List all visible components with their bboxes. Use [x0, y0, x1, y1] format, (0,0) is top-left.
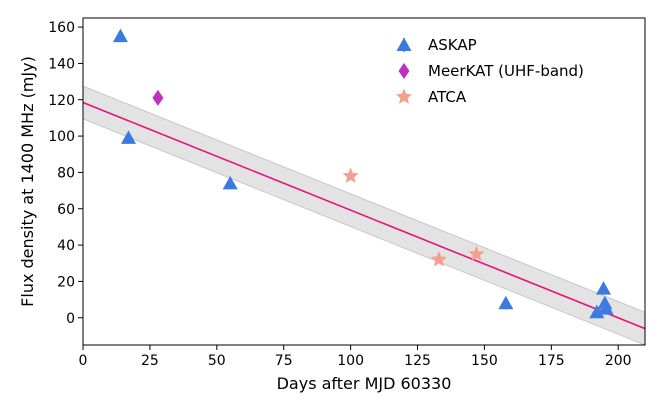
- data-points-layer: [112, 28, 614, 319]
- y-tick-label: 60: [57, 202, 75, 218]
- y-tick-label: 140: [48, 56, 75, 72]
- data-point-askap: [498, 295, 514, 310]
- data-point-askap: [222, 175, 238, 190]
- legend-marker-meerkat-uhf-band: [398, 63, 410, 79]
- x-tick-label: 175: [538, 353, 565, 369]
- data-point-askap: [589, 304, 605, 319]
- plot-frame: [82, 17, 646, 346]
- y-axis-label: Flux density at 1400 MHz (mJy): [18, 56, 37, 307]
- y-tick-label: 80: [57, 165, 75, 181]
- fit-line-layer: [82, 101, 646, 330]
- x-tick-label: 25: [141, 353, 159, 369]
- x-axis-ticks: 0 25 50 75 100 125 150 175 200: [79, 345, 632, 369]
- y-tick-label: 0: [66, 311, 75, 327]
- data-point-meerkat-uhf-band: [152, 89, 164, 106]
- y-tick-label: 120: [48, 93, 75, 109]
- data-point-askap: [598, 301, 614, 315]
- y-tick-label: 20: [57, 274, 75, 290]
- legend-label-atca: ATCA: [428, 88, 467, 106]
- x-tick-label: 50: [208, 353, 226, 369]
- y-axis-ticks: 0 20 40 60 80 100 120 140 160: [48, 20, 83, 327]
- legend: ASKAP MeerKAT (UHF-band) ATCA: [395, 36, 584, 106]
- data-point-askap: [112, 28, 128, 43]
- x-tick-label: 125: [404, 353, 431, 369]
- fit-line: [82, 101, 646, 330]
- data-point-atca: [430, 251, 448, 267]
- data-point-askap: [120, 130, 136, 144]
- x-tick-label: 200: [605, 353, 632, 369]
- y-tick-label: 100: [48, 129, 75, 145]
- legend-label-askap: ASKAP: [428, 36, 477, 54]
- y-tick-label: 40: [57, 238, 75, 254]
- x-tick-label: 100: [337, 353, 364, 369]
- y-tick-label: 160: [48, 20, 75, 36]
- data-point-atca: [468, 245, 485, 262]
- data-point-askap: [596, 281, 612, 295]
- legend-label-meerkat-uhf-band: MeerKAT (UHF-band): [428, 62, 584, 80]
- data-point-atca: [342, 167, 359, 183]
- x-tick-label: 0: [79, 353, 88, 369]
- legend-marker-atca: [395, 88, 413, 104]
- x-tick-label: 75: [275, 353, 293, 369]
- x-tick-label: 150: [471, 353, 498, 369]
- x-axis-label: Days after MJD 60330: [277, 374, 452, 393]
